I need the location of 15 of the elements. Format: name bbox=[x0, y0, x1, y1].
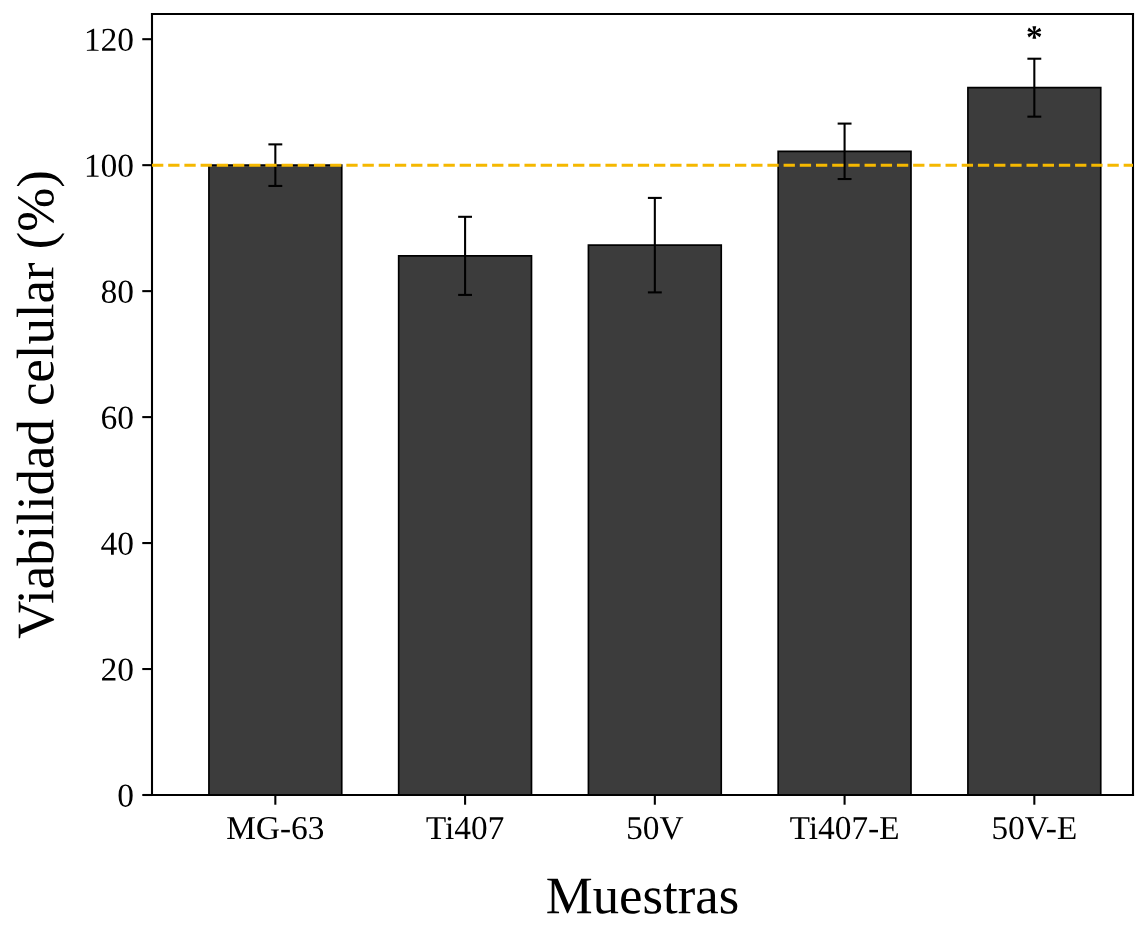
y-tick-label: 120 bbox=[86, 28, 133, 52]
y-tick-label: 100 bbox=[86, 154, 133, 178]
y-tick-label: 80 bbox=[101, 280, 133, 304]
y-tick-label: 60 bbox=[102, 406, 133, 429]
x-tick-label: 50V-E bbox=[993, 816, 1076, 840]
x-axis-title: Muestras bbox=[547, 878, 738, 914]
y-tick-label: 40 bbox=[101, 532, 133, 555]
y-axis-title: Viabilidad celular (%) bbox=[16, 172, 65, 639]
y-tick-label: 20 bbox=[102, 658, 133, 681]
x-tick-label: Ti407-E bbox=[790, 816, 898, 840]
annotation: * bbox=[1027, 26, 1042, 39]
x-tick-label: MG-63 bbox=[227, 816, 324, 840]
x-tick-label: Ti407 bbox=[426, 816, 504, 840]
y-tick-label: 0 bbox=[118, 784, 133, 807]
x-tick-label: 50V bbox=[628, 816, 684, 840]
